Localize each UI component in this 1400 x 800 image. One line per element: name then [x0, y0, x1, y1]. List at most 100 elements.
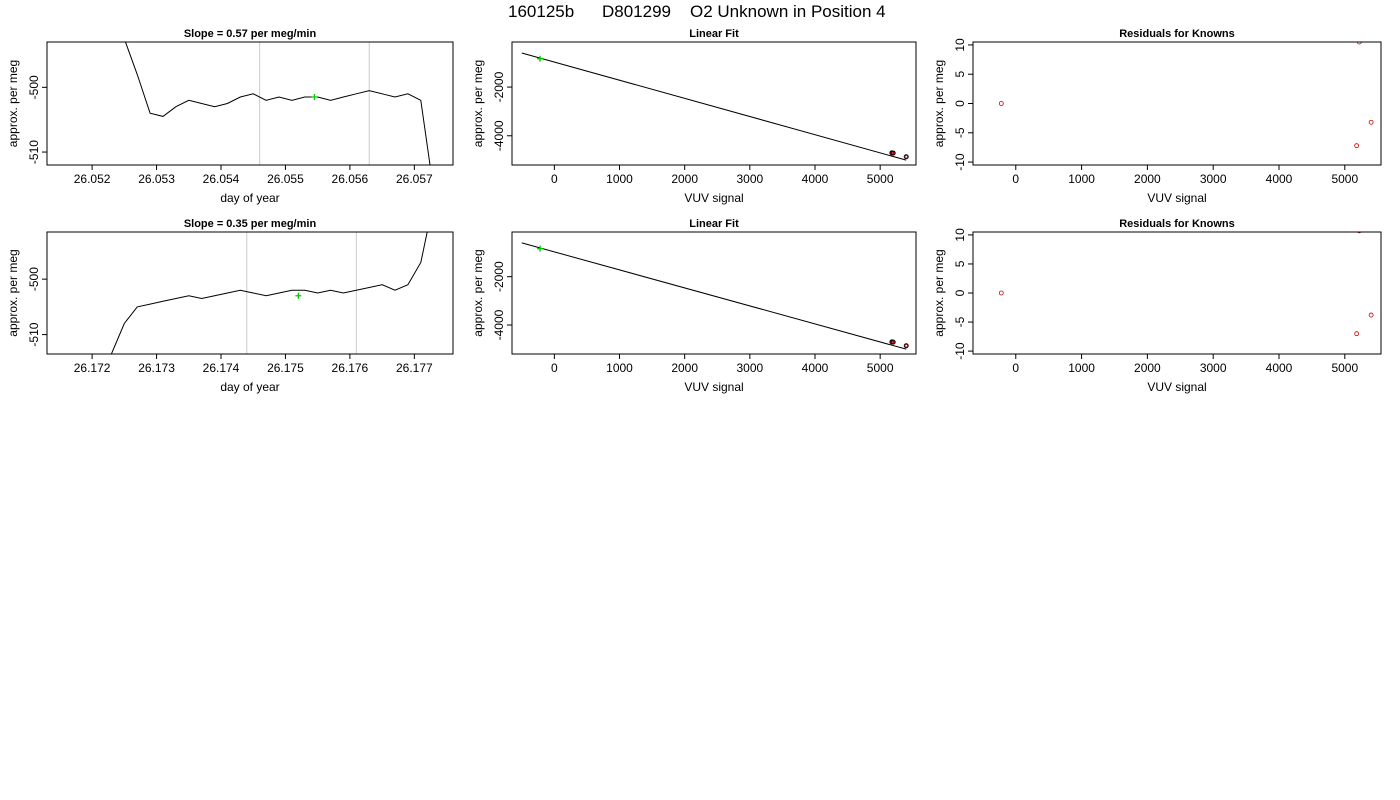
residual-point: [1354, 331, 1360, 337]
known-point-center: [891, 151, 895, 155]
fit-line: [521, 52, 907, 161]
y-tick-label: 5: [953, 71, 967, 78]
x-tick-label: 26.172: [74, 361, 111, 375]
panel-title: Linear Fit: [689, 218, 739, 230]
plot-area: [521, 52, 909, 161]
x-tick-label: 0: [1012, 361, 1019, 375]
panels: Slope = 0.57 per meg/min 26.052 26.053 26.0…: [6, 28, 1382, 394]
x-tick-label: 1000: [1068, 172, 1095, 186]
plot-frame: [972, 231, 1382, 355]
x-tick-label: 26.056: [332, 172, 369, 186]
y-tick-label: 5: [953, 260, 967, 267]
residual-point: [998, 101, 1004, 106]
y-axis-label: approx. per meg: [471, 249, 485, 336]
panel-title: Slope = 0.57 per meg/min: [184, 28, 317, 40]
y-axis-label: approx. per meg: [932, 249, 946, 336]
x-axis-label: VUV signal: [1147, 380, 1206, 394]
x-axis-label: day of year: [220, 191, 279, 205]
panel-row1-residuals: Residuals for Knowns 0 1000 2000 3000 4000 500…: [932, 28, 1382, 205]
y-tick-label: -510: [27, 322, 41, 346]
known-point-center: [904, 344, 908, 348]
x-tick-label: 26.052: [74, 172, 111, 186]
y-tick-label: 0: [953, 100, 967, 107]
x-tick-label: 5000: [1331, 172, 1358, 186]
panel-row2-timeseries: Slope = 0.35 per meg/min 26.172 26.173 26.1…: [6, 218, 454, 394]
known-point: [903, 154, 909, 160]
unknown-mean-marker: [295, 292, 302, 299]
x-tick-label: 5000: [1331, 361, 1358, 375]
panel-title: Linear Fit: [689, 28, 739, 40]
plot-area: [998, 232, 1374, 337]
x-tick-label: 4000: [1266, 361, 1293, 375]
x-tick-label: 3000: [1200, 361, 1227, 375]
known-point: [890, 150, 896, 156]
panel-row2-fit: Linear Fit 0 1000 2000 3000 4000 5000 VUV signa…: [471, 218, 917, 394]
x-tick-label: 26.055: [267, 172, 304, 186]
x-tick-label: 3000: [1200, 172, 1227, 186]
header-run-id: 160125b: [508, 2, 574, 21]
x-tick-label: 5000: [867, 172, 894, 186]
known-point-center: [904, 155, 908, 159]
x-tick-label: 26.176: [332, 361, 369, 375]
y-axis-label: approx. per meg: [932, 60, 946, 147]
unknown-point-marker: [537, 245, 544, 252]
plot-area: [124, 42, 431, 165]
x-tick-label: 26.053: [138, 172, 175, 186]
series-line: [124, 42, 431, 165]
x-tick-label: 26.057: [396, 172, 433, 186]
residual-point: [1356, 42, 1362, 45]
x-tick-label: 1000: [606, 361, 633, 375]
header-cylinder-id: D801299: [602, 2, 671, 21]
residual-point: [998, 290, 1004, 296]
x-tick-label: 5000: [867, 361, 894, 375]
known-point-center: [891, 340, 895, 344]
y-tick-label: -10: [953, 153, 967, 171]
plot-frame: [46, 41, 454, 166]
y-tick-label: -500: [27, 75, 41, 99]
y-tick-label: -4000: [492, 120, 506, 151]
x-tick-label: 0: [551, 172, 558, 186]
y-tick-label: -500: [27, 267, 41, 291]
panel-title: Residuals for Knowns: [1119, 28, 1235, 40]
x-tick-label: 2000: [671, 172, 698, 186]
plot-frame: [972, 41, 1382, 166]
x-tick-label: 2000: [1134, 361, 1161, 375]
x-axis-label: VUV signal: [684, 380, 743, 394]
plot-area: [521, 242, 909, 350]
unknown-mean-marker: [311, 94, 318, 101]
series-line: [110, 232, 428, 354]
plot-frame: [511, 231, 917, 355]
y-tick-label: -2000: [492, 261, 506, 292]
header-description: O2 Unknown in Position 4: [690, 2, 886, 21]
x-axis-label: VUV signal: [684, 191, 743, 205]
plot-frame: [46, 231, 454, 355]
y-axis-label: approx. per meg: [6, 249, 20, 336]
y-axis-label: approx. per meg: [6, 60, 20, 147]
x-tick-label: 26.054: [203, 172, 240, 186]
x-axis-label: day of year: [220, 380, 279, 394]
residual-point: [1357, 232, 1362, 234]
y-tick-label: -5: [953, 127, 967, 138]
fit-line: [521, 242, 907, 350]
known-point: [890, 339, 896, 345]
x-tick-label: 26.175: [267, 361, 304, 375]
x-tick-label: 3000: [736, 361, 763, 375]
x-tick-label: 4000: [1266, 172, 1293, 186]
plot-frame: [511, 41, 917, 166]
x-tick-label: 0: [551, 361, 558, 375]
y-tick-label: -510: [27, 140, 41, 164]
y-tick-label: -10: [953, 342, 967, 360]
known-point: [903, 343, 909, 349]
x-tick-label: 0: [1012, 172, 1019, 186]
plot-area: [998, 42, 1374, 149]
y-axis-label: approx. per meg: [471, 60, 485, 147]
panel-row2-residuals: Residuals for Knowns 0 1000 2000 3000 4000 500…: [932, 218, 1382, 394]
x-tick-label: 3000: [736, 172, 763, 186]
y-tick-label: -5: [953, 316, 967, 327]
residual-point: [1354, 143, 1360, 149]
x-tick-label: 4000: [802, 172, 829, 186]
x-tick-label: 26.173: [138, 361, 175, 375]
plot-area: [110, 232, 428, 354]
panel-row1-fit: Linear Fit 0 1000 2000 3000 4000 5000 VUV signa…: [471, 28, 917, 205]
